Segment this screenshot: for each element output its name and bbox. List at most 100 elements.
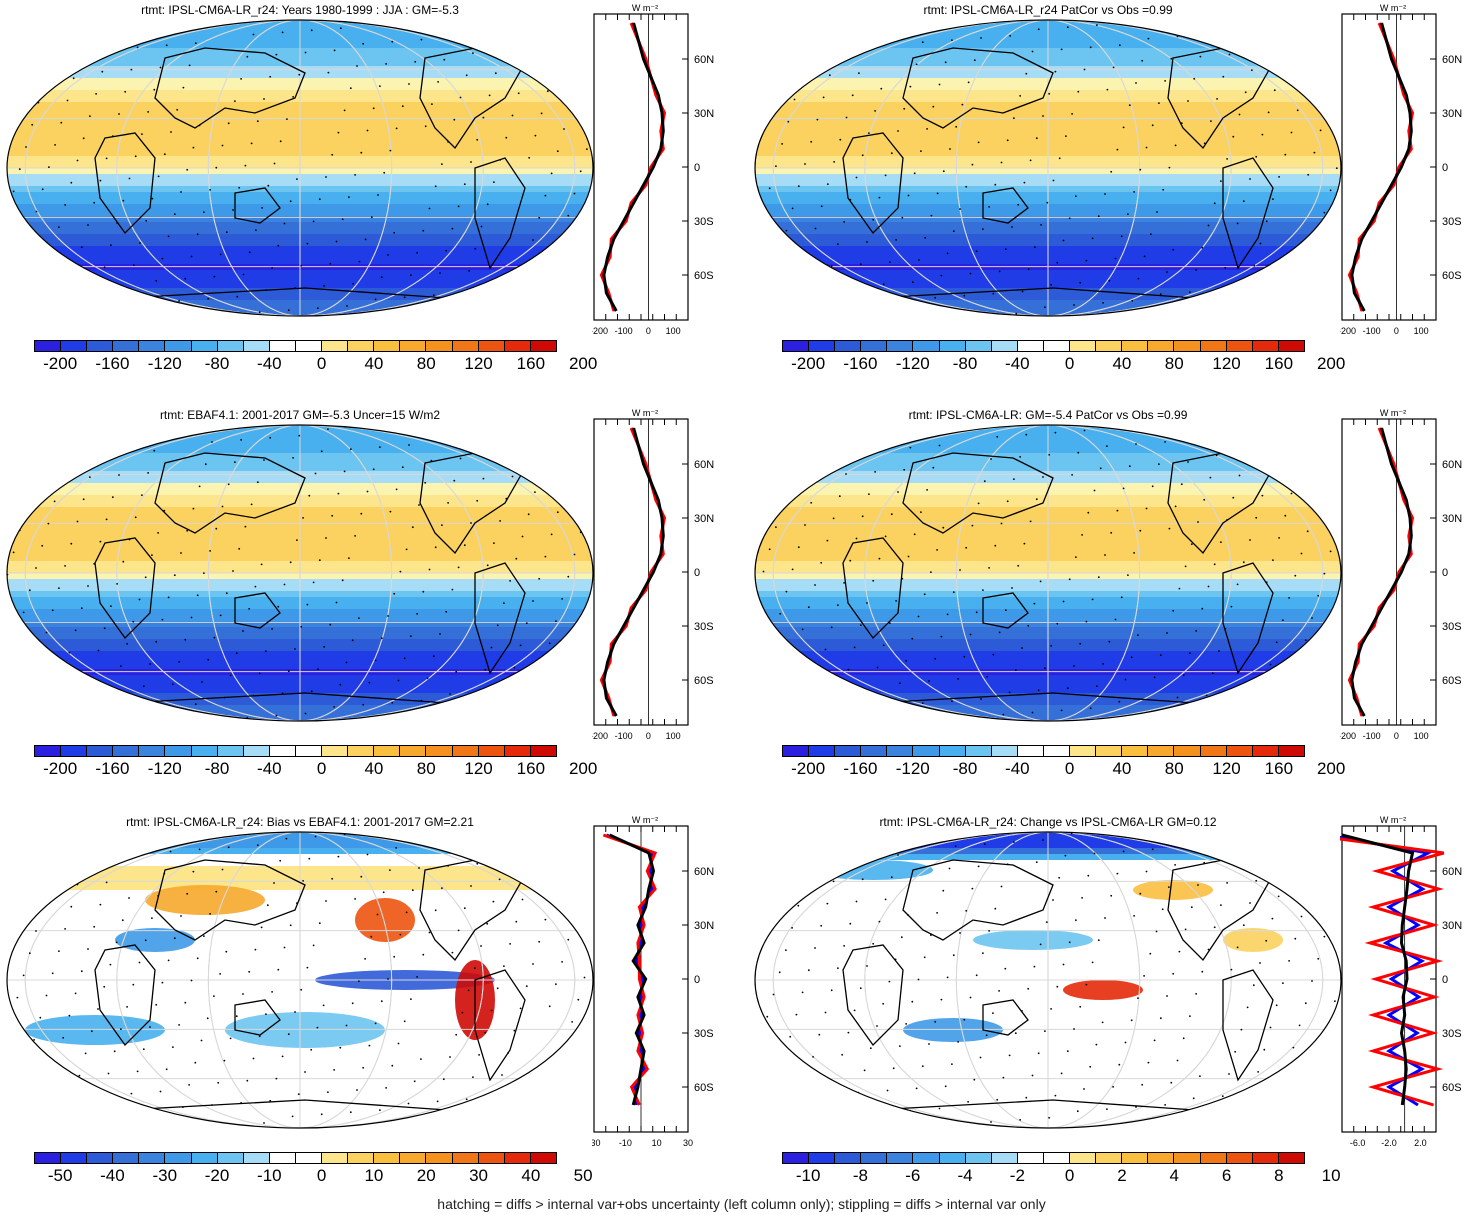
colorbar-tick-label: 120 [464, 354, 493, 373]
colorbar-cell [1122, 746, 1149, 756]
zonal-mean-profile: W m⁻² 60N 30N 0 30S 60S -200 -100 0 100 [1340, 408, 1462, 741]
colorbar-cell [1226, 746, 1253, 756]
colorbar-cell [374, 1153, 401, 1163]
colorbar-tick-label: 200 [568, 759, 598, 778]
profile-lat-label: 60S [1442, 270, 1462, 282]
colorbar-tick-label: 40 [364, 759, 384, 778]
colorbar-cell [1252, 1153, 1279, 1163]
colorbar-tick-label: -80 [952, 759, 978, 778]
colorbar-cell [991, 1153, 1018, 1163]
colorbar-tick-label: 200 [568, 354, 598, 373]
colorbar-cell [113, 746, 140, 756]
zonal-mean-profile: W m⁻² 60N 30N 0 30S 60S -200 -100 0 100 [1340, 3, 1462, 336]
profile-lat-label: 60S [694, 270, 714, 282]
colorbar-cell [61, 341, 88, 351]
global-map [6, 424, 594, 722]
colorbar-cell [348, 746, 375, 756]
colorbar-tick-label: 80 [1164, 759, 1184, 778]
profile-lat-label: 0 [1442, 567, 1448, 579]
colorbar-cell [243, 746, 270, 756]
colorbar-cell [1200, 1153, 1227, 1163]
colorbar-cell [504, 1153, 531, 1163]
colorbar-tick-label: 80 [1164, 354, 1184, 373]
profile-lat-label: 60N [694, 54, 714, 66]
profile-lat-label: 30N [694, 513, 714, 525]
colorbar-cell [87, 1153, 114, 1163]
colorbar-tick-label: 200 [1316, 759, 1346, 778]
profile-lat-label: 30S [1442, 216, 1462, 228]
profile-line-red [599, 427, 667, 717]
colorbar-tick-label: 80 [416, 759, 436, 778]
profile-line-blue [1340, 835, 1433, 1107]
profile-line-black [1341, 833, 1415, 1106]
colorbar-tick-label: -40 [257, 759, 282, 778]
colorbar [782, 340, 1305, 352]
colorbar-cell [809, 1153, 836, 1163]
profile-x-tick-label: 100 [666, 731, 681, 741]
colorbar-cell [452, 1153, 479, 1163]
colorbar-tick-label: -120 [147, 354, 182, 373]
profile-x-tick-label: 100 [1414, 326, 1429, 336]
colorbar-tick-label: 120 [464, 759, 493, 778]
profile-lat-label: 30N [1442, 513, 1462, 525]
profile-lat-label: 60S [694, 675, 714, 687]
profile-lat-label: 0 [1442, 974, 1448, 986]
colorbar-tick-label: 160 [516, 759, 546, 778]
profile-x-tick-label: -10 [619, 1138, 632, 1148]
colorbar-tick-label: -8 [852, 1166, 868, 1185]
profile-lat-label: 60S [1442, 1082, 1462, 1094]
colorbar-cell [939, 1153, 966, 1163]
colorbar-cell [1226, 1153, 1253, 1163]
colorbar-tick-label: 20 [416, 1166, 436, 1185]
profile-line-black [602, 427, 665, 717]
colorbar-cell [269, 746, 296, 756]
colorbar-tick-label: -200 [791, 759, 826, 778]
colorbar-cell [478, 1153, 505, 1163]
colorbar-cell [1278, 341, 1304, 351]
profile-lat-label: 30S [1442, 621, 1462, 633]
colorbar-tick-label: -50 [47, 1166, 73, 1185]
profile-x-tick-label: 0 [646, 326, 651, 336]
figure-footer-note: hatching = diffs > internal var+obs unce… [437, 1196, 1046, 1212]
profile-line-red [1347, 22, 1415, 312]
map-border [754, 424, 1342, 722]
colorbar-tick-label: -80 [204, 759, 230, 778]
colorbar-cell [887, 1153, 914, 1163]
colorbar-tick-label: -20 [204, 1166, 230, 1185]
global-map [6, 831, 594, 1129]
colorbar-cell [400, 746, 427, 756]
profile-x-tick-label: -30 [592, 1138, 601, 1148]
profile-unit: W m⁻² [1380, 815, 1406, 825]
colorbar-cell [1278, 1153, 1304, 1163]
colorbar-tick-label: -160 [95, 759, 130, 778]
colorbar-cell [322, 1153, 349, 1163]
colorbar-tick-label: -200 [43, 354, 78, 373]
colorbar-cell [1226, 341, 1253, 351]
colorbar-tick-label: 40 [1112, 759, 1132, 778]
colorbar [34, 340, 557, 352]
profile-x-tick-label: -100 [1363, 326, 1381, 336]
colorbar-tick-label: -40 [1005, 759, 1030, 778]
colorbar-cell [530, 746, 556, 756]
profile-x-tick-label: 0 [646, 731, 651, 741]
colorbar-tick-label: 0 [316, 759, 327, 778]
colorbar-tick-label: -120 [895, 354, 930, 373]
colorbar-tick-label: 40 [364, 354, 384, 373]
colorbar [34, 745, 557, 757]
colorbar-cell [165, 341, 192, 351]
profile-x-tick-label: 0 [1394, 326, 1399, 336]
colorbar-tick-label: 10 [364, 1166, 384, 1185]
colorbar-cell [61, 746, 88, 756]
profile-line-black [609, 833, 656, 1106]
colorbar-tick-label: -80 [952, 354, 978, 373]
colorbar-cell [1148, 746, 1175, 756]
colorbar-cell [1174, 1153, 1201, 1163]
colorbar-cell [965, 746, 992, 756]
colorbar-cell [1017, 341, 1044, 351]
colorbar-cell [1070, 1153, 1097, 1163]
colorbar-cell [1070, 746, 1097, 756]
colorbar-cell [1096, 746, 1123, 756]
profile-x-tick-label: 100 [666, 326, 681, 336]
colorbar-cell [783, 746, 810, 756]
zonal-mean-profile: W m⁻² 60N 30N 0 30S 60S -200 -100 0 100 [592, 3, 714, 336]
